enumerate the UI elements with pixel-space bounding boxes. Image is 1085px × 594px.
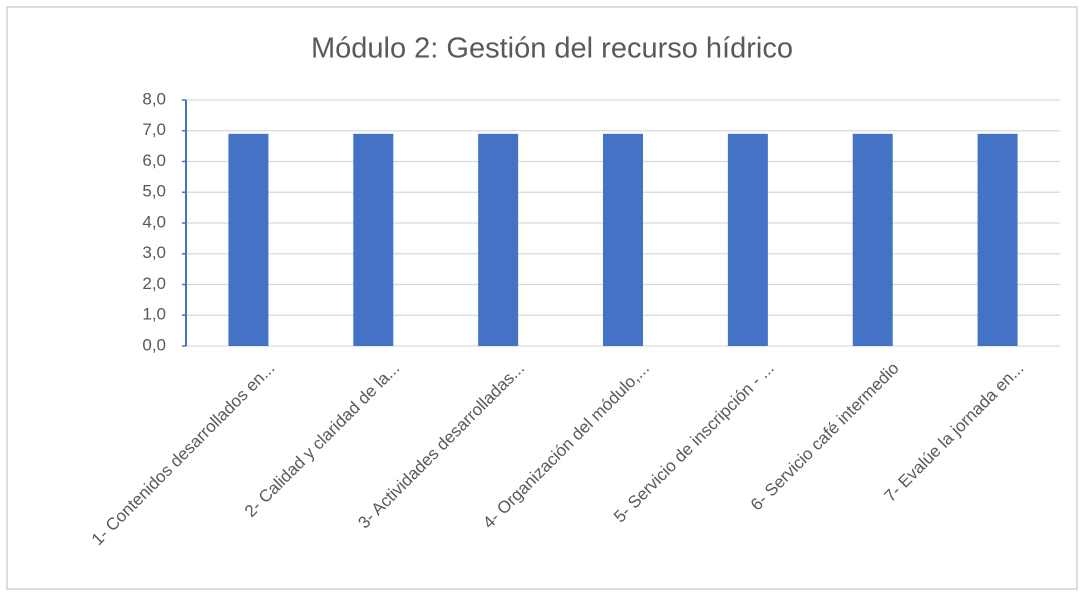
y-tick-label: 3,0 (142, 243, 166, 262)
chart-title: Módulo 2: Gestión del recurso hídrico (311, 33, 793, 65)
y-tick-label: 8,0 (142, 89, 166, 108)
chart-frame (6, 6, 1078, 590)
bar (727, 133, 768, 346)
y-tick-label: 1,0 (142, 305, 166, 324)
y-tick-label: 4,0 (142, 212, 166, 231)
bar (977, 133, 1018, 346)
y-tick-label: 0,0 (142, 335, 166, 354)
bar (228, 133, 269, 346)
bar (478, 133, 519, 346)
y-tick-label: 2,0 (142, 274, 166, 293)
bar (852, 133, 893, 346)
bar (603, 133, 643, 346)
y-tick-label: 5,0 (142, 182, 166, 201)
bar (353, 133, 394, 346)
y-tick-label: 6,0 (142, 151, 166, 170)
y-tick-label: 7,0 (142, 120, 166, 139)
